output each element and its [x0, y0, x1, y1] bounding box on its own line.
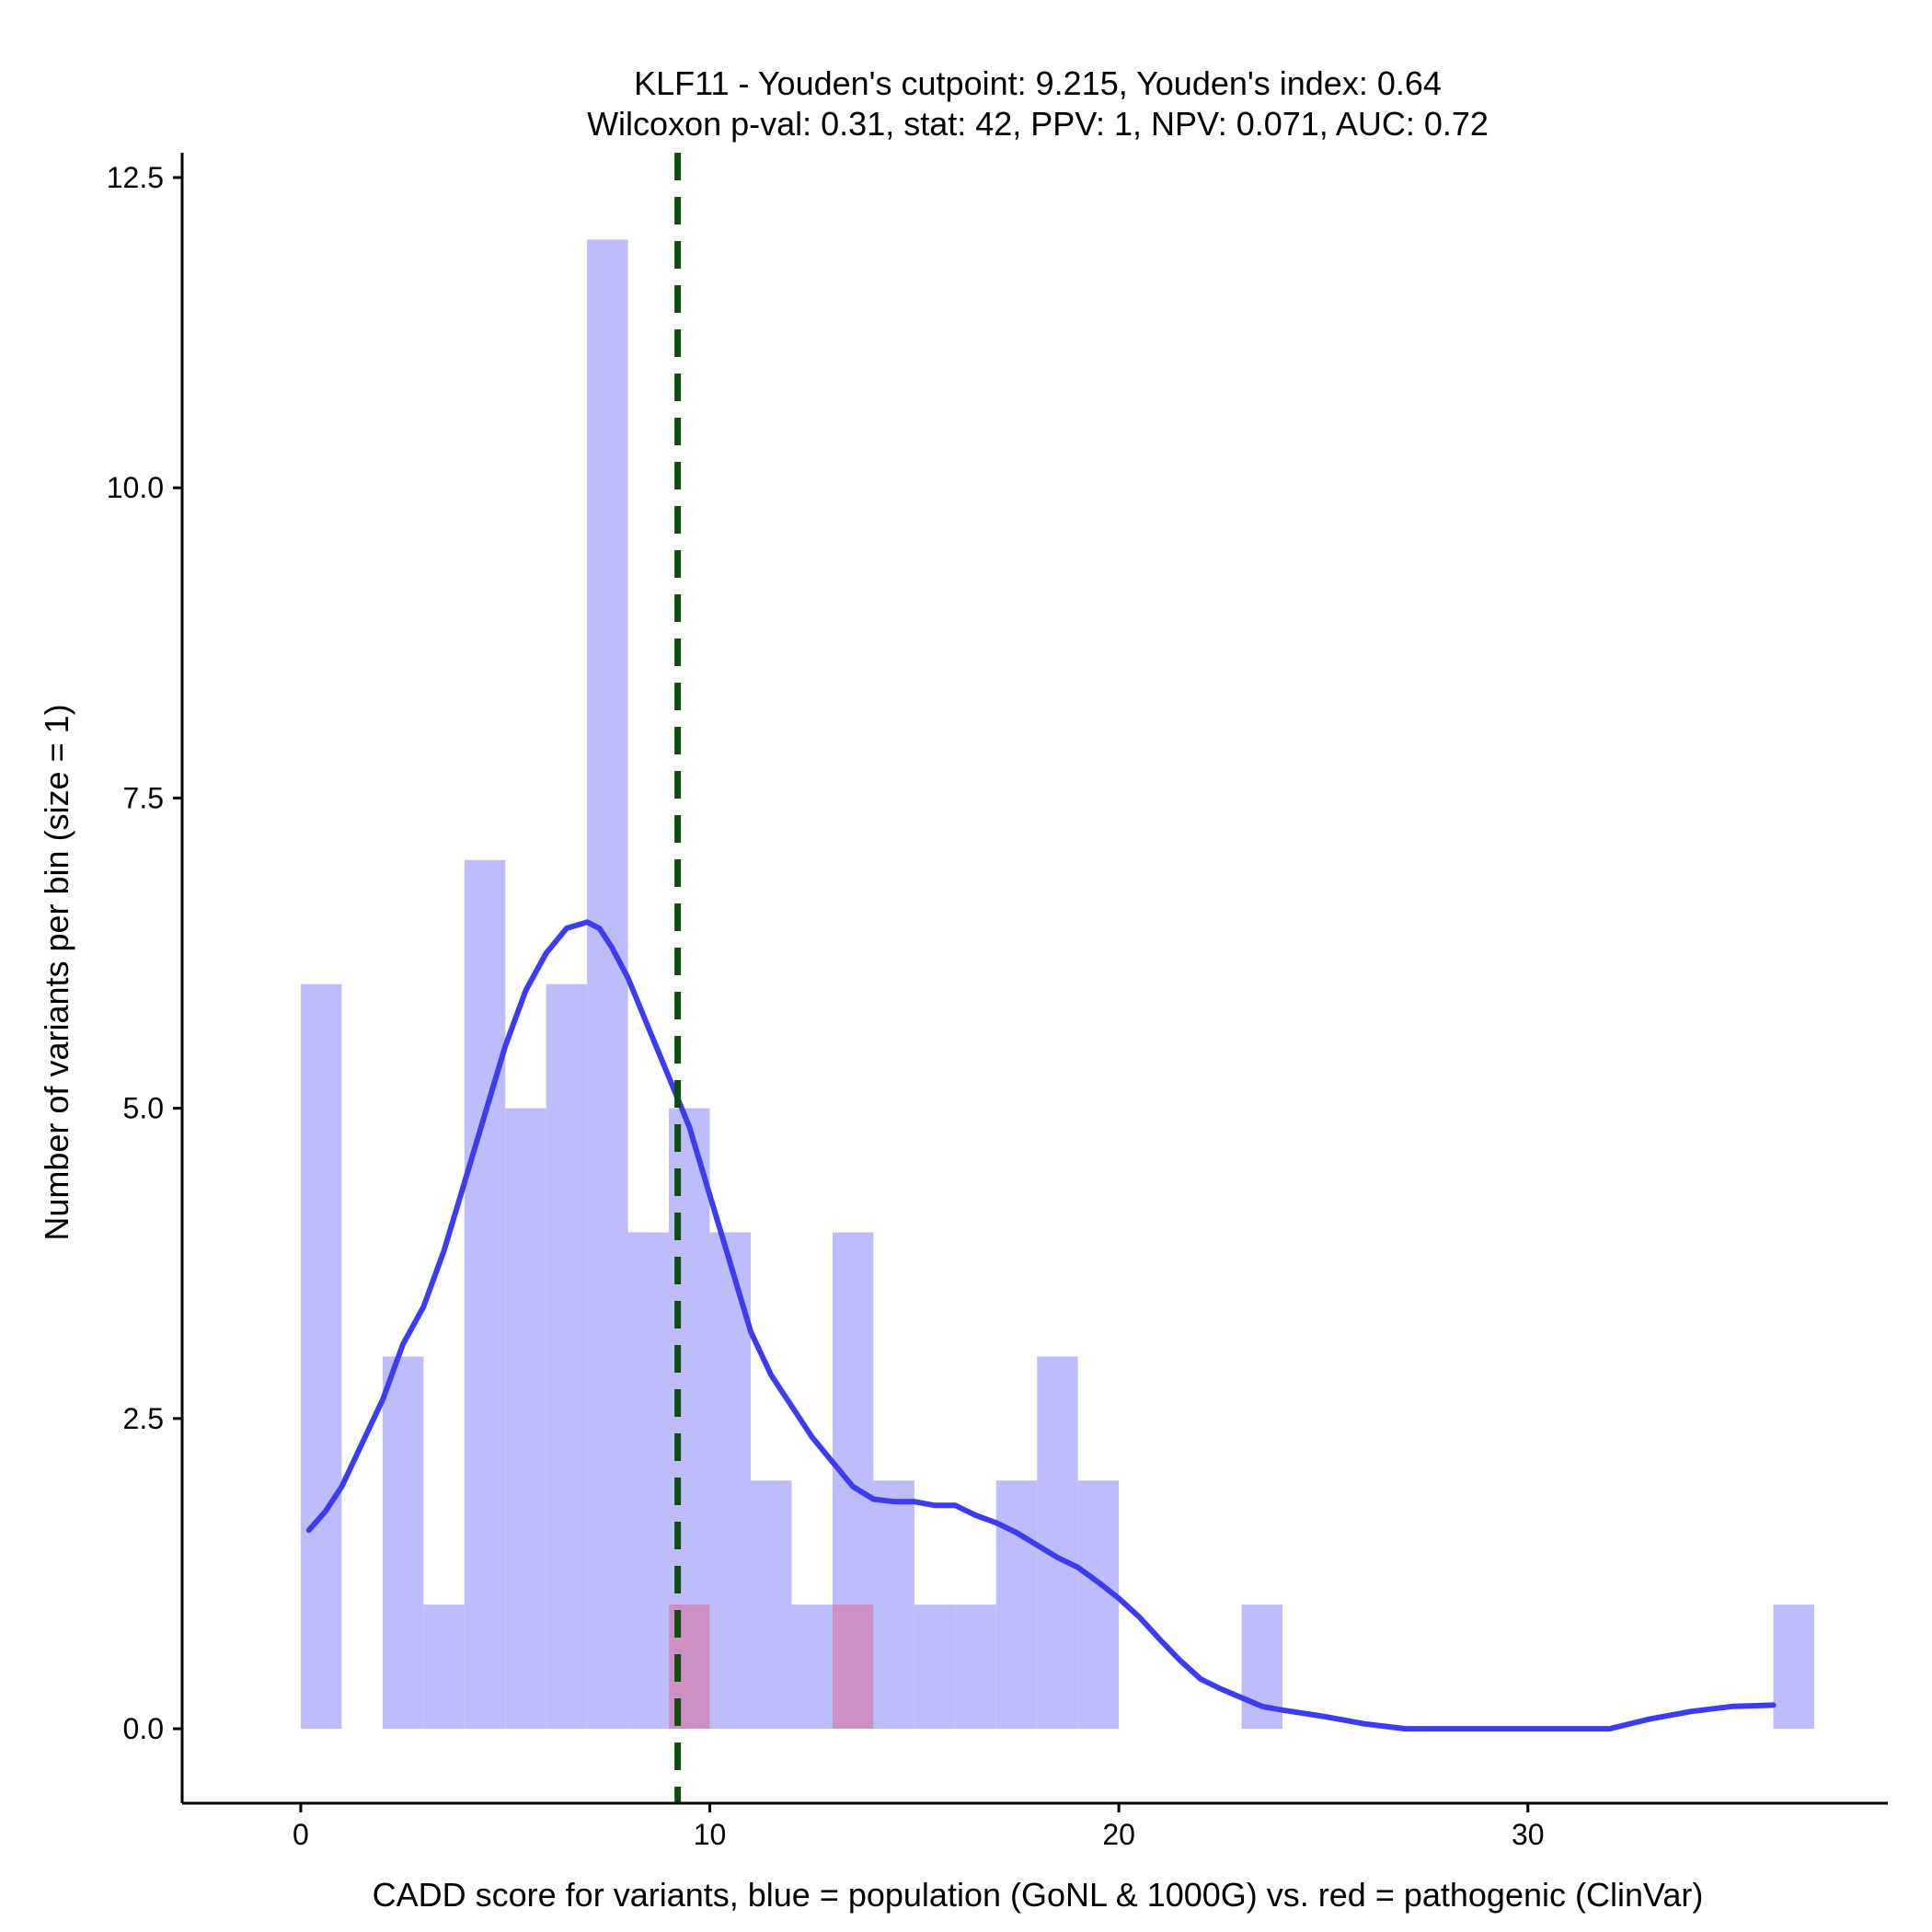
chart-title-line-1: KLF11 - Youden's cutpoint: 9.215, Youden…	[634, 64, 1442, 102]
density-curve	[305, 919, 1777, 1732]
x-tick-label: 30	[1512, 1818, 1545, 1851]
population-bar-18	[1077, 1480, 1120, 1730]
bars-layer	[300, 239, 1814, 1730]
y-tick-label: 10.0	[107, 471, 164, 504]
y-tick-label: 0.0	[123, 1712, 164, 1745]
density-layer	[305, 919, 1777, 1732]
chart-title-line-2: Wilcoxon p-val: 0.31, stat: 42, PPV: 1, …	[587, 105, 1489, 143]
x-tick-label: 10	[694, 1818, 727, 1851]
y-tick-label: 12.5	[107, 161, 164, 194]
population-bar-16	[995, 1480, 1038, 1730]
population-bar-15	[955, 1604, 996, 1730]
y-tick-label: 2.5	[123, 1402, 164, 1435]
y-tick-label: 5.0	[123, 1092, 164, 1125]
population-bar-13	[873, 1480, 914, 1730]
population-bar-11	[791, 1604, 833, 1730]
x-tick-label: 20	[1102, 1818, 1135, 1851]
population-bar-14	[914, 1604, 956, 1730]
population-bar-3	[464, 859, 506, 1730]
population-bar-20	[1773, 1604, 1814, 1730]
population-bar-5	[546, 983, 588, 1730]
x-tick-label: 0	[293, 1818, 309, 1851]
population-bar-7	[627, 1232, 670, 1730]
y-axis-label: Number of variants per bin (size = 1)	[38, 704, 75, 1240]
population-bar-4	[505, 1108, 546, 1730]
y-tick-label: 7.5	[123, 781, 164, 814]
population-bar-6	[587, 239, 628, 1730]
x-axis-label: CADD score for variants, blue = populati…	[373, 1876, 1704, 1914]
population-bar-1	[382, 1356, 424, 1730]
population-bar-10	[751, 1480, 792, 1730]
pathogenic-bar-1	[832, 1604, 874, 1730]
population-bar-0	[300, 983, 342, 1730]
labels-layer: KLF11 - Youden's cutpoint: 9.215, Youden…	[38, 64, 1703, 1914]
axes-layer: 0.0 2.5 5.0 7.5 10.0 12.5 0 10 20 30	[107, 153, 1888, 1851]
population-bar-2	[423, 1604, 465, 1730]
population-bar-17	[1037, 1356, 1078, 1730]
